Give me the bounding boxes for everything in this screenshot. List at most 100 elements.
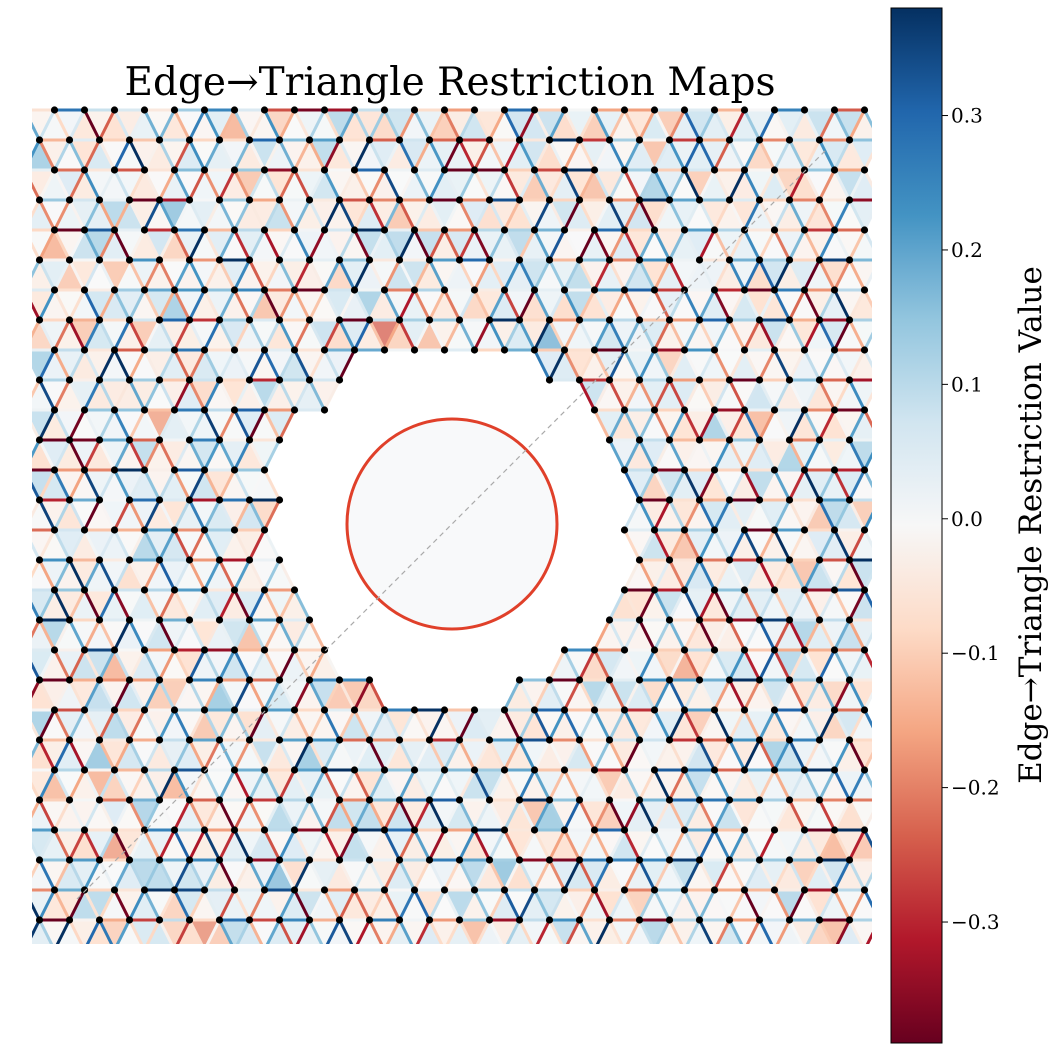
lattice-node (320, 346, 329, 354)
triangle-cell (819, 740, 850, 770)
triangle-cell (264, 590, 295, 620)
lattice-node (65, 316, 74, 324)
triangle-cell (624, 500, 655, 530)
triangle-cell (32, 680, 55, 710)
lattice-edge (803, 709, 821, 741)
lattice-node (35, 256, 44, 264)
triangle-cell (39, 770, 70, 800)
lattice-node (80, 646, 89, 654)
triangle-cell (354, 740, 385, 770)
triangle-cell (549, 710, 580, 740)
lattice-edge (788, 409, 806, 441)
lattice-node (215, 796, 224, 804)
lattice-node (785, 496, 794, 504)
lattice-edge (698, 529, 716, 561)
triangle-cell (369, 920, 400, 944)
lattice-node (711, 946, 718, 953)
triangle-cell (69, 350, 100, 380)
lattice-edge (263, 589, 281, 621)
colorbar-tick-label: 0.2 (951, 238, 983, 262)
lattice-node (830, 106, 839, 114)
triangle-cell (789, 200, 820, 230)
lattice-edge (698, 739, 716, 771)
triangle-cell (759, 920, 790, 944)
lattice-edge (443, 709, 461, 741)
triangle-cell (57, 920, 82, 944)
lattice-edge (38, 169, 56, 201)
triangle-cell (564, 320, 595, 350)
lattice-edge (113, 289, 131, 321)
triangle-cell (429, 770, 460, 800)
triangle-cell (429, 830, 460, 860)
lattice-node (770, 526, 779, 534)
lattice-node (231, 946, 238, 953)
lattice-edge (743, 319, 761, 351)
lattice-node (290, 766, 299, 774)
lattice-edge (728, 349, 746, 381)
triangle-cell (639, 860, 670, 890)
triangle-cell (549, 650, 580, 680)
lattice-node (230, 346, 239, 354)
triangle-cell (714, 590, 745, 620)
lattice-node (785, 616, 794, 624)
lattice-edge (428, 709, 446, 741)
triangle-cell (744, 740, 775, 770)
triangle-cell (624, 260, 655, 290)
triangle-cell (744, 140, 775, 170)
triangle-cell (429, 290, 460, 320)
lattice-edge (638, 319, 656, 351)
lattice-edge (68, 229, 86, 261)
triangle-cell (249, 410, 280, 440)
lattice-edge (263, 799, 281, 831)
triangle-cell (339, 140, 370, 170)
lattice-node (845, 316, 854, 324)
triangle-cell (159, 230, 190, 260)
triangle-cell (219, 470, 250, 500)
lattice-edge (383, 229, 401, 261)
lattice-edge (248, 619, 266, 651)
lattice-edge (413, 829, 431, 861)
lattice-edge (233, 379, 251, 411)
lattice-edge (728, 859, 746, 891)
lattice-edge (143, 409, 161, 441)
triangle-cell (774, 590, 805, 620)
triangle-cell (234, 590, 265, 620)
triangle-cell (369, 290, 400, 320)
triangle-cell (159, 110, 190, 140)
triangle-cell (219, 110, 250, 140)
triangle-cell (537, 920, 562, 944)
lattice-node (545, 796, 554, 804)
triangle-cell (684, 890, 715, 920)
lattice-node (21, 706, 28, 713)
lattice-edge (83, 619, 101, 651)
triangle-cell (774, 560, 805, 590)
triangle-cell (714, 740, 745, 770)
lattice-edge (173, 169, 191, 201)
lattice-edge (83, 289, 101, 321)
triangle-cell (849, 560, 872, 590)
lattice-edge (233, 889, 251, 921)
triangle-cell (834, 830, 865, 860)
triangle-cell (324, 260, 355, 290)
lattice-edge (263, 169, 281, 201)
lattice-edge (758, 889, 776, 921)
lattice-node (770, 646, 779, 654)
lattice-edge (758, 589, 776, 621)
lattice-edge (458, 829, 476, 861)
triangle-cell (819, 290, 850, 320)
triangle-cell (579, 320, 610, 350)
lattice-edge (803, 829, 821, 861)
lattice-edge (68, 409, 86, 441)
lattice-node (725, 916, 734, 924)
lattice-node (125, 916, 134, 924)
lattice-edge (173, 259, 191, 291)
lattice-node (755, 796, 764, 804)
lattice-edge (188, 799, 206, 831)
triangle-cell (594, 650, 625, 680)
lattice-node (725, 736, 734, 744)
lattice-edge (623, 799, 641, 831)
lattice-edge (715, 919, 731, 944)
triangle-cell (234, 890, 265, 920)
lattice-edge (308, 109, 326, 141)
lattice-edge (713, 649, 731, 681)
